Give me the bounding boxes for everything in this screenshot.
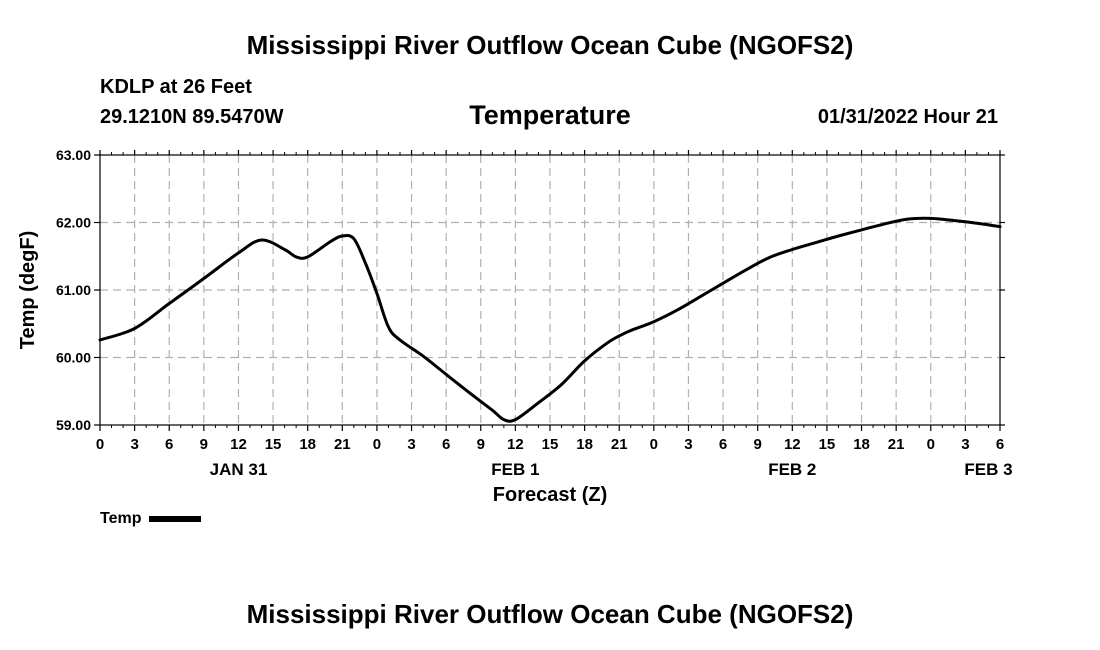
x-tick-label: 3 — [684, 436, 692, 453]
y-tick-label: 61.00 — [56, 282, 91, 298]
x-tick-label: 0 — [927, 436, 935, 453]
legend-label-temp: Temp — [100, 510, 142, 527]
chart-footer-title: Mississippi River Outflow Ocean Cube (NG… — [246, 599, 854, 629]
x-tick-label: 3 — [961, 436, 969, 453]
x-tick-label: 18 — [576, 436, 593, 453]
temp-series-line — [98, 216, 1002, 423]
x-tick-label: 6 — [719, 436, 727, 453]
x-tick-label: 21 — [334, 436, 351, 453]
x-tick-label: 6 — [996, 436, 1004, 453]
x-tick-label: 18 — [853, 436, 870, 453]
y-tick-label: 60.00 — [56, 350, 91, 366]
x-tick-label: 12 — [230, 436, 247, 453]
x-tick-label: 0 — [650, 436, 658, 453]
chart-main-title: Mississippi River Outflow Ocean Cube (NG… — [246, 30, 854, 60]
legend-swatch-temp — [149, 516, 202, 522]
station-label: KDLP at 26 Feet — [100, 76, 252, 98]
y-tick-label: 63.00 — [56, 147, 91, 163]
x-axis-label: Forecast (Z) — [493, 484, 607, 506]
chart-variable-title: Temperature — [469, 100, 631, 130]
x-tick-label: 12 — [507, 436, 524, 453]
x-tick-label: 9 — [200, 436, 208, 453]
y-tick-label: 59.00 — [56, 417, 91, 433]
x-tick-label: 21 — [611, 436, 628, 453]
x-tick-label: 12 — [784, 436, 801, 453]
x-tick-label: 9 — [754, 436, 762, 453]
axis-ticks — [94, 150, 1005, 431]
x-tick-label: 21 — [888, 436, 905, 453]
x-tick-label: 15 — [542, 436, 559, 453]
day-label: FEB 2 — [768, 460, 816, 479]
axis-tick-labels: 59.00 60.00 61.00 62.00 63.00 0 3 6 9 12 15 18 21 0 3 6… — [56, 147, 1013, 479]
x-tick-label: 18 — [299, 436, 316, 453]
day-label: FEB 3 — [964, 460, 1012, 479]
x-tick-label: 15 — [819, 436, 836, 453]
station-coordinates: 29.1210N 89.5470W — [100, 106, 284, 128]
x-tick-label: 9 — [477, 436, 485, 453]
x-tick-label: 3 — [130, 436, 138, 453]
day-label: FEB 1 — [491, 460, 539, 479]
x-tick-label: 15 — [265, 436, 282, 453]
x-tick-label: 3 — [407, 436, 415, 453]
forecast-datetime: 01/31/2022 Hour 21 — [817, 106, 998, 128]
x-tick-label: 6 — [165, 436, 173, 453]
y-tick-label: 62.00 — [56, 215, 91, 231]
x-tick-label: 6 — [442, 436, 450, 453]
grid-lines — [100, 155, 1000, 425]
y-axis-label: Temp (degF) — [17, 231, 39, 350]
x-tick-label: 0 — [373, 436, 381, 453]
x-tick-label: 0 — [96, 436, 104, 453]
chart-legend: Temp — [100, 510, 202, 528]
day-label: JAN 31 — [210, 460, 268, 479]
